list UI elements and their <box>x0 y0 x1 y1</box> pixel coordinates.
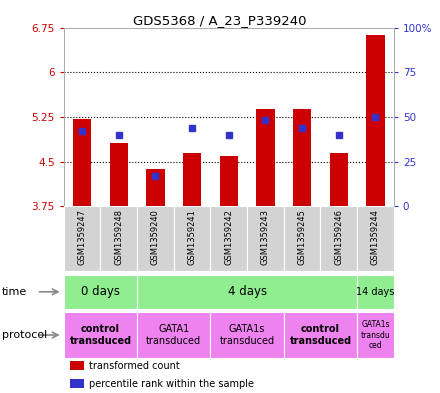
Text: 4 days: 4 days <box>227 285 267 298</box>
Text: GSM1359243: GSM1359243 <box>261 209 270 265</box>
Text: control
transduced: control transduced <box>70 324 132 346</box>
Text: GSM1359247: GSM1359247 <box>77 209 87 265</box>
Bar <box>73 119 92 206</box>
Bar <box>70 361 84 370</box>
FancyBboxPatch shape <box>357 206 394 271</box>
Text: GATA1
transduced: GATA1 transduced <box>146 324 202 346</box>
FancyBboxPatch shape <box>137 275 357 309</box>
Text: GSM1359244: GSM1359244 <box>371 209 380 265</box>
Text: GSM1359245: GSM1359245 <box>297 209 307 265</box>
Text: transformed count: transformed count <box>88 361 180 371</box>
Bar <box>293 109 312 206</box>
Text: GATA1s
transduced: GATA1s transduced <box>220 324 275 346</box>
Text: GSM1359246: GSM1359246 <box>334 209 343 265</box>
Text: GSM1359248: GSM1359248 <box>114 209 123 265</box>
FancyBboxPatch shape <box>357 312 394 358</box>
FancyBboxPatch shape <box>284 206 320 271</box>
Text: 0 days: 0 days <box>81 285 120 298</box>
FancyBboxPatch shape <box>210 312 284 358</box>
Bar <box>183 152 202 206</box>
Bar <box>330 152 348 206</box>
FancyBboxPatch shape <box>320 206 357 271</box>
FancyBboxPatch shape <box>174 206 210 271</box>
Text: time: time <box>2 287 27 297</box>
Text: protocol: protocol <box>2 330 48 340</box>
FancyBboxPatch shape <box>64 312 137 358</box>
FancyBboxPatch shape <box>357 275 394 309</box>
FancyBboxPatch shape <box>284 312 357 358</box>
FancyBboxPatch shape <box>100 206 137 271</box>
Text: control
transduced: control transduced <box>290 324 352 346</box>
Bar <box>220 156 238 206</box>
Text: GATA1s
transdu
ced: GATA1s transdu ced <box>361 320 390 350</box>
FancyBboxPatch shape <box>137 206 174 271</box>
Text: percentile rank within the sample: percentile rank within the sample <box>88 379 253 389</box>
Text: GSM1359240: GSM1359240 <box>151 209 160 265</box>
Text: GDS5368 / A_23_P339240: GDS5368 / A_23_P339240 <box>133 14 307 27</box>
Text: GSM1359242: GSM1359242 <box>224 209 233 265</box>
Bar <box>367 35 385 206</box>
Bar <box>146 169 165 206</box>
FancyBboxPatch shape <box>64 275 137 309</box>
Bar <box>110 143 128 206</box>
FancyBboxPatch shape <box>137 312 210 358</box>
FancyBboxPatch shape <box>247 206 284 271</box>
Bar <box>257 109 275 206</box>
FancyBboxPatch shape <box>64 206 100 271</box>
Bar <box>70 379 84 388</box>
Text: GSM1359241: GSM1359241 <box>187 209 197 265</box>
Text: 14 days: 14 days <box>356 287 395 297</box>
FancyBboxPatch shape <box>210 206 247 271</box>
